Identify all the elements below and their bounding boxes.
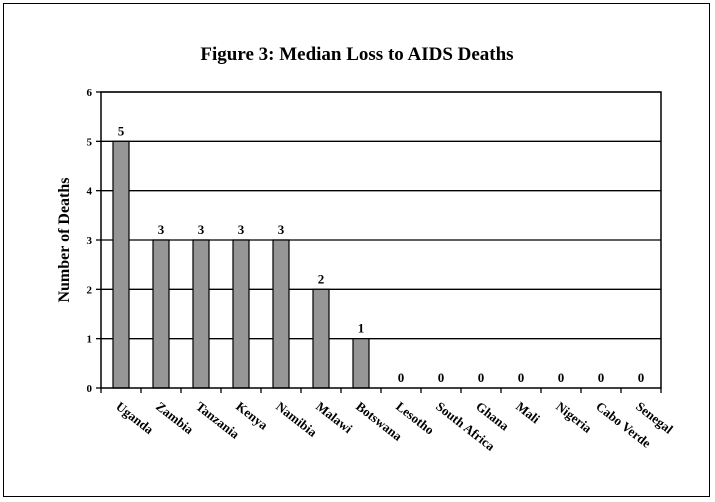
data-label-tanzania: 3: [198, 222, 205, 237]
data-label-nigeria: 0: [558, 370, 565, 385]
data-label-mali: 0: [518, 370, 525, 385]
y-tick-label-0: 0: [87, 383, 93, 395]
y-tick-label-5: 5: [87, 136, 93, 148]
data-labels: 5 3 3 3 3 2 1 0 0 0 0 0 0 0: [118, 123, 645, 385]
bar-malawi: [312, 288, 330, 389]
bar-kenya: [232, 239, 250, 389]
bar-uganda: [112, 140, 130, 389]
x-tick-label-mali: Mali: [513, 399, 543, 427]
x-tick-label-nigeria: Nigeria: [553, 399, 595, 436]
data-label-zambia: 3: [158, 222, 165, 237]
y-tick-labels: 0 1 2 3 4 5 6: [87, 87, 93, 395]
bar-namibia: [272, 239, 290, 389]
data-label-malawi: 2: [318, 271, 325, 286]
x-tick-label-namibia: Namibia: [273, 399, 320, 440]
gridlines: [101, 91, 661, 340]
bar-zambia: [152, 239, 170, 389]
chart-title: Figure 3: Median Loss to AIDS Deaths: [200, 44, 513, 65]
y-tick-label-1: 1: [87, 334, 93, 346]
data-label-uganda: 5: [118, 123, 125, 138]
x-tick-label-zambia: Zambia: [153, 399, 197, 438]
y-tick-label-3: 3: [87, 235, 93, 247]
y-tick-label-2: 2: [87, 284, 93, 296]
data-label-kenya: 3: [238, 222, 245, 237]
bar-botswana: [352, 338, 370, 389]
data-label-lesotho: 0: [398, 370, 405, 385]
data-label-south-africa: 0: [438, 370, 445, 385]
x-tick-label-malawi: Malawi: [313, 399, 356, 437]
data-label-senegal: 0: [638, 370, 645, 385]
bar-tanzania: [192, 239, 210, 389]
data-label-botswana: 1: [358, 321, 365, 336]
data-label-ghana: 0: [478, 370, 485, 385]
y-axis-label: Number of Deaths: [56, 177, 73, 302]
y-tick-label-4: 4: [87, 186, 93, 198]
x-tick-label-tanzania: Tanzania: [193, 399, 243, 442]
y-tick-label-6: 6: [87, 87, 93, 99]
axes: [96, 91, 662, 393]
data-label-namibia: 3: [278, 222, 285, 237]
data-label-cabo-verde: 0: [598, 370, 605, 385]
x-tick-label-uganda: Uganda: [113, 399, 157, 438]
bars: [112, 140, 370, 389]
